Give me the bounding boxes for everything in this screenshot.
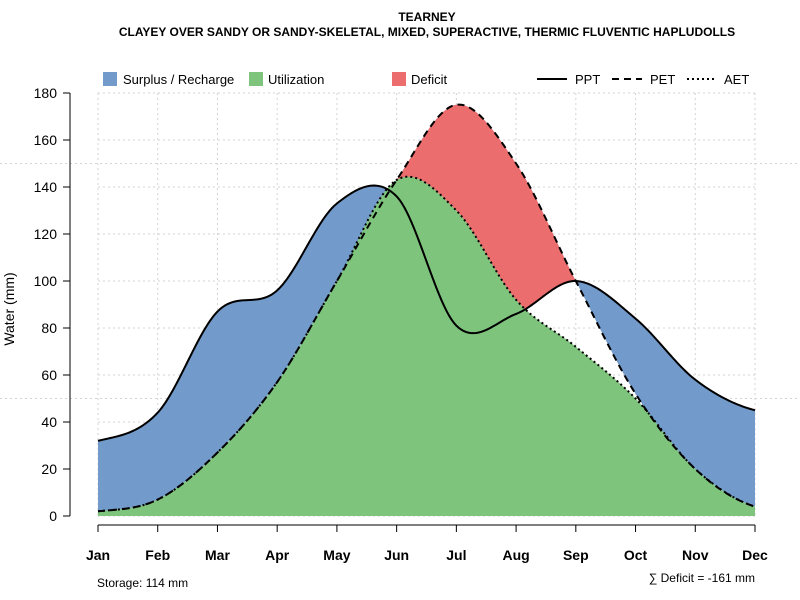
chart-subtitle: CLAYEY OVER SANDY OR SANDY-SKELETAL, MIX… bbox=[119, 25, 735, 39]
y-tick-label-120: 120 bbox=[34, 226, 58, 242]
y-tick-label-100: 100 bbox=[34, 273, 58, 289]
y-tick-label-20: 20 bbox=[41, 461, 57, 477]
y-axis-label: Water (mm) bbox=[1, 272, 17, 345]
legend-label-utilization: Utilization bbox=[268, 72, 324, 87]
y-tick-label-0: 0 bbox=[49, 508, 57, 524]
legend-swatch-surplus bbox=[103, 72, 117, 86]
x-tick-label-mar: Mar bbox=[205, 547, 230, 563]
legend-label-ppt: PPT bbox=[575, 72, 600, 87]
x-tick-label-may: May bbox=[323, 547, 350, 563]
y-tick-label-160: 160 bbox=[34, 132, 58, 148]
x-tick-label-apr: Apr bbox=[265, 547, 290, 563]
legend-label-aet: AET bbox=[724, 72, 749, 87]
x-tick-label-sep: Sep bbox=[563, 547, 589, 563]
utilization-area bbox=[98, 176, 755, 516]
series-line-ppt bbox=[97, 184, 756, 442]
x-tick-label-jan: Jan bbox=[86, 547, 110, 563]
y-tick-label-40: 40 bbox=[41, 414, 57, 430]
legend-swatch-utilization bbox=[249, 72, 263, 86]
area-layer bbox=[98, 104, 755, 516]
chart-title: TEARNEY bbox=[398, 10, 455, 24]
legend: Surplus / Recharge Utilization Deficit P… bbox=[103, 72, 749, 87]
legend-swatch-deficit bbox=[392, 72, 406, 86]
storage-annotation: Storage: 114 mm bbox=[97, 576, 188, 590]
x-tick-label-jul: Jul bbox=[446, 547, 466, 563]
line-layer bbox=[97, 103, 756, 513]
y-tick-label-80: 80 bbox=[41, 320, 57, 336]
series-line-aet bbox=[97, 175, 756, 513]
deficit-annotation: ∑ Deficit = -161 mm bbox=[649, 571, 755, 585]
x-tick-label-dec: Dec bbox=[742, 547, 768, 563]
axes: 0 20 40 60 80 100 120 140 160 180 Jan Feb Mar Apr May J… bbox=[34, 85, 768, 563]
y-tick-label-180: 180 bbox=[34, 85, 58, 101]
legend-label-pet: PET bbox=[650, 72, 675, 87]
y-tick-label-60: 60 bbox=[41, 367, 57, 383]
x-tick-label-oct: Oct bbox=[624, 547, 648, 563]
x-tick-label-feb: Feb bbox=[145, 547, 170, 563]
x-tick-label-nov: Nov bbox=[682, 547, 709, 563]
y-tick-label-140: 140 bbox=[34, 179, 58, 195]
legend-label-deficit: Deficit bbox=[411, 72, 448, 87]
x-tick-label-aug: Aug bbox=[502, 547, 529, 563]
x-tick-label-jun: Jun bbox=[384, 547, 409, 563]
legend-label-surplus: Surplus / Recharge bbox=[123, 72, 234, 87]
